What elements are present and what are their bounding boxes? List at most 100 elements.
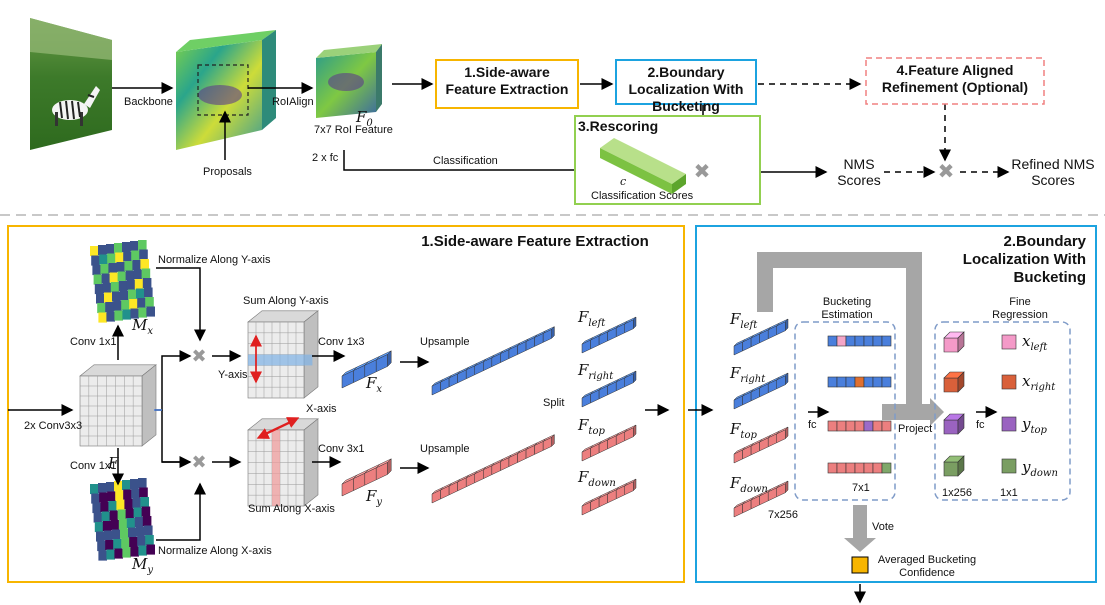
grid-sum-x <box>247 418 319 507</box>
bucket-cell <box>845 420 856 432</box>
r-f-down-label: Fdown <box>730 474 768 495</box>
roi-feature <box>316 44 382 118</box>
svg-text:✖: ✖ <box>694 159 711 183</box>
heatmap-my <box>90 478 155 561</box>
multiply-icon-x: ✖ <box>191 452 206 473</box>
cube-side <box>633 424 637 438</box>
xaxis-label: X-axis <box>306 403 337 415</box>
right-f-right-bar <box>733 372 789 410</box>
bucket-row-right <box>827 376 892 388</box>
multiply-icon-rescore: ✖ <box>694 159 711 183</box>
x-left-label: xleft <box>1022 332 1048 353</box>
r-f-left-label: Fleft <box>730 310 758 331</box>
box4-top <box>865 57 1045 105</box>
fine-regression-box <box>934 321 1071 501</box>
bucket-cell <box>836 420 847 432</box>
box1-title: 1.Side-aware Feature Extraction <box>445 64 569 97</box>
project-arrow <box>757 252 944 426</box>
bucket-cell <box>881 376 892 388</box>
bucket-cell <box>854 462 865 474</box>
bucket-panel-title: 2.Boundary Localization With Bucketing <box>962 233 1086 286</box>
f-down-label: Fdown <box>578 468 616 489</box>
bucket-cell <box>827 462 838 474</box>
bucket-cell <box>863 462 874 474</box>
f-left-label: Fleft <box>578 308 606 329</box>
bucket-cell <box>854 335 865 347</box>
box3-title: 3.Rescoring <box>578 118 659 134</box>
upsample-bot-label: Upsample <box>420 443 470 455</box>
f-down-bar <box>581 478 637 516</box>
bucket-arrows <box>808 406 998 604</box>
classification-label: Classification <box>433 155 498 167</box>
f-right-bar <box>581 370 637 408</box>
bucket-cell <box>872 376 883 388</box>
fine-regression-cubes <box>943 331 1017 477</box>
refined-label: Refined NMS Scores <box>1011 156 1095 189</box>
bucket-cell <box>854 376 865 388</box>
bucket-row-left <box>827 335 892 347</box>
cube-side <box>551 325 555 339</box>
bucket-cell <box>836 376 847 388</box>
fc-right-label: fc <box>976 419 985 431</box>
r-f-top-label: Ftop <box>730 420 757 441</box>
fx-label: Fx <box>366 374 383 395</box>
cube-side <box>633 316 637 330</box>
fy-label: Fy <box>366 487 383 508</box>
yaxis-label: Y-axis <box>218 369 248 381</box>
f-top-bar <box>581 424 637 462</box>
bucket-cell <box>854 420 865 432</box>
bucket-cell <box>836 462 847 474</box>
x7-256-label: 7x256 <box>768 509 798 521</box>
cube-side <box>551 433 555 447</box>
sum-x-label: Sum Along X-axis <box>248 503 335 515</box>
fine-reg-label: Fine Regression <box>992 296 1048 321</box>
side-aware-panel <box>7 225 685 583</box>
x7-label: 7x1 <box>852 482 870 494</box>
fy-upsampled-bar <box>431 433 555 504</box>
class-scores-label: Classification Scores <box>591 190 694 202</box>
box2-title: 2.Boundary Localization With Bucketing <box>628 64 744 114</box>
bucket-cell <box>863 376 874 388</box>
feature-grid-f <box>79 364 157 447</box>
zebra-figure <box>52 86 100 126</box>
f-label: F <box>108 454 119 472</box>
cube-side <box>785 426 789 440</box>
bucket-cell <box>863 335 874 347</box>
bucket-cell <box>881 420 892 432</box>
x-axis-arrow <box>256 417 300 439</box>
conv1x3-label: Conv 1x3 <box>318 336 365 348</box>
conv1x1-bot-label: Conv 1x1 <box>70 460 117 472</box>
fx-upsampled-bar <box>431 325 555 396</box>
svg-text:✖: ✖ <box>938 159 955 183</box>
roi-feature-label: 7x7 RoI Feature <box>314 124 393 136</box>
bucket-cell <box>863 420 874 432</box>
norm-y-label: Normalize Along Y-axis <box>158 254 271 266</box>
x-right-label: xright <box>1022 372 1056 393</box>
bucket-cell <box>827 335 838 347</box>
box3-top <box>574 115 761 205</box>
multiply-icon-y: ✖ <box>191 346 206 367</box>
norm-x-label: Normalize Along X-axis <box>158 545 272 557</box>
y-down-label: ydown <box>1022 458 1058 479</box>
confidence-square <box>851 556 869 574</box>
bucket-row-top <box>827 420 892 432</box>
input-image <box>30 18 112 150</box>
right-f-down-bar <box>733 480 789 518</box>
f-top-label: Ftop <box>578 416 605 437</box>
box2-top <box>615 59 757 105</box>
bucket-estimation-box <box>794 321 896 501</box>
cube-side <box>785 480 789 494</box>
bucket-cell <box>881 335 892 347</box>
r-f-right-label: Fright <box>730 364 766 385</box>
nms-scores-label: NMS Scores <box>837 156 881 189</box>
x1-1-label: 1x1 <box>1000 487 1018 499</box>
side-panel-title: 1.Side-aware Feature Extraction <box>421 233 649 250</box>
bucketing-est-label: Bucketing Estimation <box>821 296 873 321</box>
fc2-label: 2 x fc <box>312 152 339 164</box>
bucket-cell <box>845 462 856 474</box>
multiply-icon-refine: ✖ <box>938 159 955 183</box>
bucket-cell <box>827 376 838 388</box>
project-label: Project <box>898 423 933 435</box>
bucket-cell <box>881 462 892 474</box>
